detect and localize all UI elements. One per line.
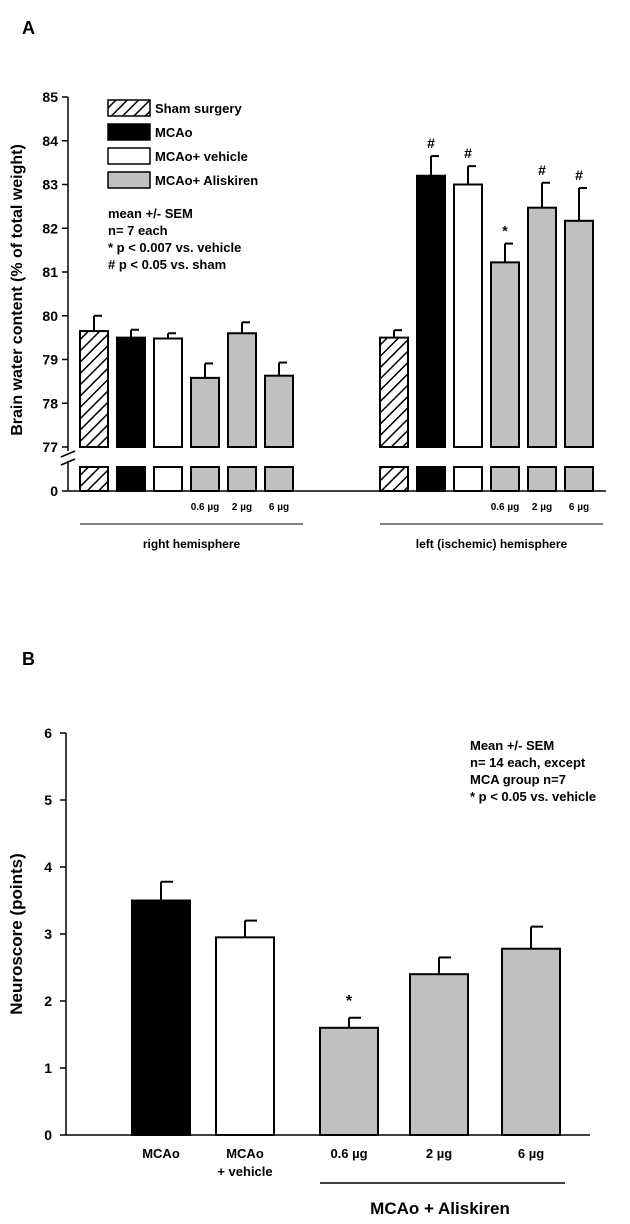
bar-a-stub [116,466,146,492]
significance-mark-a: # [464,145,472,161]
significance-mark-a: # [575,167,583,183]
bar-a [527,206,557,448]
bar-a [490,261,520,448]
axis-break-mark [60,450,76,458]
bar-b [501,947,561,1136]
y-tick-label-b: 3 [44,926,52,942]
bar-a-stub [264,466,294,492]
significance-mark-a: * [502,223,508,239]
stats-note-b: MCA group n=7 [470,772,566,787]
y-tick-label-a: 77 [42,439,58,455]
bar-b [215,936,275,1136]
x-tick-label-b-line2: + vehicle [217,1164,272,1179]
bar-a [79,330,109,448]
bar-a-stub [527,466,557,492]
x-tick-label-b: 0.6 µg [330,1146,367,1161]
y-tick-label-b: 5 [44,792,52,808]
bar-a [116,336,146,448]
bar-a-stub [153,466,183,492]
y-tick-label-a: 85 [42,89,58,105]
dose-label-a: 0.6 µg [191,502,220,513]
legend-label: Sham surgery [155,101,242,116]
group-label-a: left (ischemic) hemisphere [416,537,568,551]
y-tick-label-a: 81 [42,264,58,280]
stats-note-a: * p < 0.007 vs. vehicle [108,240,241,255]
bar-a-stub [79,466,109,492]
x-tick-label-b: 2 µg [426,1146,452,1161]
y-tick-label-b: 6 [44,725,52,741]
legend-label: MCAo+ Aliskiren [155,173,258,188]
dose-label-a: 6 µg [569,502,589,513]
bar-a-stub [190,466,220,492]
bar-a [153,337,183,448]
bar-a [379,336,409,448]
bar-a [264,374,294,448]
bar-a [564,219,594,448]
bar-a-stub [564,466,594,492]
legend-swatch [107,171,151,189]
bar-a-stub [379,466,409,492]
y-axis-label-b: Neuroscore (points) [7,853,26,1015]
stats-note-a: # p < 0.05 vs. sham [108,257,226,272]
y-tick-label-a: 84 [42,133,58,149]
bar-b [319,1026,379,1137]
legend-swatch [107,99,151,117]
significance-mark-b: * [346,993,353,1010]
y-tick-label-a: 80 [42,308,58,324]
bar-a [227,332,257,448]
significance-mark-a: # [427,135,435,151]
chart-a: 85 84 83 82 81 80 79 78 77 0 Brain water content (… [9,89,606,551]
panel-a-label: A [22,18,35,38]
bar-a-stub [227,466,257,492]
bar-a [453,183,483,448]
group-label-b: MCAo + Aliskiren [370,1199,510,1218]
bar-a-stub [453,466,483,492]
y-tick-label-a-zero: 0 [50,483,58,499]
y-tick-label-b: 0 [44,1127,52,1143]
stats-note-b: Mean +/- SEM [470,738,554,753]
legend-swatch [107,123,151,141]
y-tick-label-a: 83 [42,177,58,193]
y-tick-label-a: 82 [42,220,58,236]
group-label-a: right hemisphere [143,537,241,551]
legend-label: MCAo [155,125,193,140]
y-tick-label-b: 1 [44,1060,52,1076]
panel-b-label: B [22,649,35,669]
y-tick-label-a: 79 [42,352,58,368]
x-tick-label-b: 6 µg [518,1146,544,1161]
bar-b [131,899,191,1136]
stats-note-a: n= 7 each [108,223,168,238]
y-axis-label-a: Brain water content (% of total weight) [9,144,26,436]
chart-b: 0 1 2 3 4 5 6 Neuroscore (points) MCAo MCAo + vehi… [7,725,596,1218]
bar-a [416,174,446,448]
stats-note-b: n= 14 each, except [470,755,586,770]
bar-a [190,376,220,448]
y-tick-label-b: 2 [44,993,52,1009]
dose-label-a: 2 µg [532,502,552,513]
bar-b [409,973,469,1137]
bar-a-stub [490,466,520,492]
y-tick-label-a: 78 [42,395,58,411]
dose-label-a: 6 µg [269,502,289,513]
legend-label: MCAo+ vehicle [155,149,248,164]
y-tick-label-b: 4 [44,859,52,875]
bar-a-stub [416,466,446,492]
dose-label-a: 2 µg [232,502,252,513]
legend-swatch [107,147,151,165]
significance-mark-a: # [538,162,546,178]
x-tick-label-b: MCAo [142,1146,180,1161]
stats-note-a: mean +/- SEM [108,206,193,221]
x-tick-label-b: MCAo [226,1146,264,1161]
dose-label-a: 0.6 µg [491,502,520,513]
stats-note-b: * p < 0.05 vs. vehicle [470,789,596,804]
